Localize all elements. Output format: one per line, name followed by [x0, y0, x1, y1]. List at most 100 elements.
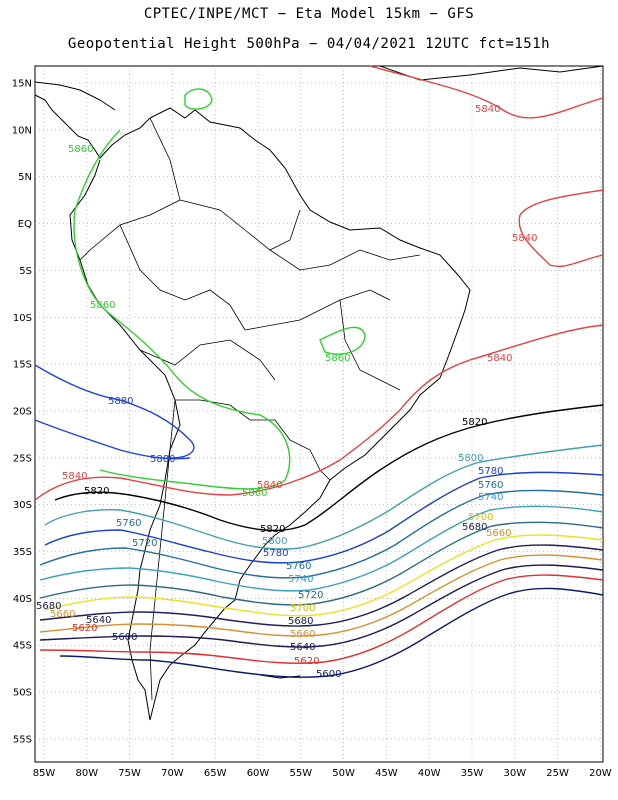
contour-label: 5640	[86, 615, 111, 626]
contour-label: 5680	[36, 601, 61, 612]
contour-label: 5840	[475, 104, 500, 115]
contour-5700	[44, 534, 604, 617]
contour-5660	[39, 554, 604, 637]
border-venezuela-brazil	[179, 199, 301, 251]
latitude-tick-label: 15N	[12, 79, 32, 90]
latitude-tick-label: 35S	[13, 547, 32, 558]
latitude-tick-label: 20S	[13, 406, 32, 417]
contour-label: 5880	[108, 396, 133, 407]
contour-5760	[39, 489, 604, 579]
contour-label: 5840	[62, 471, 87, 482]
contour-label: 5740	[288, 574, 313, 585]
axis-ticks: 15N 10N 5N EQ 5S 10S 15S 20S 25S 30S 35S 40S 45S 50S 5…	[12, 79, 612, 780]
latitude-tick-label: 30S	[13, 500, 32, 511]
contour-5860	[73, 129, 291, 490]
contour-label: 5840	[487, 353, 512, 364]
contour-label: 5880	[150, 454, 175, 465]
contour-label: 5660	[290, 629, 315, 640]
contour-5720	[39, 521, 604, 606]
contour-5860-small	[319, 326, 366, 355]
longitude-tick-label: 25W	[546, 768, 569, 779]
contour-label: 5680	[462, 522, 487, 533]
contour-5680	[39, 544, 604, 627]
contour-label: 5700	[290, 603, 315, 614]
longitude-tick-label: 80W	[75, 768, 98, 779]
contour-5600	[59, 587, 604, 678]
longitude-tick-label: 35W	[461, 768, 484, 779]
map-title-line1: CPTEC/INPE/MCT − Eta Model 15km − GFS	[143, 6, 475, 22]
longitude-tick-label: 20W	[589, 768, 612, 779]
contour-label: 5640	[290, 642, 315, 653]
border-uruguay	[289, 439, 331, 481]
contour-label: 5720	[298, 590, 323, 601]
contour-label: 5800	[458, 453, 483, 464]
latitude-tick-label: 25S	[13, 453, 32, 464]
longitude-tick-label: 85W	[33, 768, 56, 779]
latitude-tick-label: 10S	[13, 313, 32, 324]
contour-label: 5840	[512, 233, 537, 244]
contour-label: 5860	[90, 300, 115, 311]
latitude-tick-label: 5S	[19, 266, 32, 277]
contour-5880-b	[34, 419, 191, 460]
contour-5820	[54, 404, 604, 532]
latitude-tick-label: 15S	[13, 360, 32, 371]
longitude-tick-label: 60W	[247, 768, 270, 779]
contour-5840-main	[34, 324, 604, 501]
contour-label: 5600	[112, 632, 137, 643]
contour-5800	[44, 444, 604, 550]
contour-5840-north	[369, 65, 604, 119]
border-bolivia	[139, 339, 276, 381]
contour-label: 5820	[260, 524, 285, 535]
contour-label: 5600	[316, 669, 341, 680]
contour-label: 5860	[68, 144, 93, 155]
contour-label: 5700	[468, 512, 493, 523]
contour-label: 5660	[50, 609, 75, 620]
contour-5840-east	[518, 189, 604, 267]
contour-5640	[39, 564, 604, 648]
longitude-tick-label: 70W	[161, 768, 184, 779]
contour-label: 5760	[116, 518, 141, 529]
contour-5780	[44, 471, 604, 564]
border-paraguay-argentina	[175, 399, 291, 441]
contour-label: 5620	[294, 656, 319, 667]
longitude-tick-label: 30W	[503, 768, 526, 779]
contour-label: 5820	[84, 486, 109, 497]
contour-label: 5760	[286, 561, 311, 572]
border-chile-argentina	[149, 399, 176, 701]
longitude-tick-label: 50W	[332, 768, 355, 779]
latitude-tick-label: 40S	[13, 594, 32, 605]
longitude-tick-label: 45W	[375, 768, 398, 779]
longitude-tick-label: 40W	[418, 768, 441, 779]
map-title-line2: Geopotential Height 500hPa − 04/04/2021 …	[67, 36, 551, 52]
country-borders	[79, 117, 421, 701]
border-colombia	[79, 117, 181, 261]
contour-label: 5860	[325, 353, 350, 364]
graticule	[35, 66, 603, 762]
contour-label: 5780	[478, 466, 503, 477]
border-peru-brazil	[119, 224, 246, 331]
longitude-tick-label: 55W	[289, 768, 312, 779]
central-america-coast	[34, 81, 116, 111]
longitude-tick-label: 65W	[204, 768, 227, 779]
latitude-tick-label: 45S	[13, 641, 32, 652]
border-brazil-states-c	[339, 299, 401, 391]
contour-5620	[39, 574, 604, 664]
contour-label: 5860	[242, 488, 267, 499]
latitude-tick-label: 50S	[13, 688, 32, 699]
border-brazil-states-b	[269, 249, 421, 271]
contour-label: 5720	[132, 538, 157, 549]
contour-label: 5780	[263, 548, 288, 559]
contour-label: 5820	[462, 417, 487, 428]
longitude-tick-label: 75W	[118, 768, 141, 779]
contour-label: 5740	[478, 492, 503, 503]
contour-label: 5660	[486, 528, 511, 539]
contour-5860-caribbean	[184, 88, 213, 110]
contour-label: 5800	[262, 536, 287, 547]
contour-5740	[39, 505, 604, 592]
contour-label: 5760	[478, 480, 503, 491]
latitude-tick-label: 55S	[13, 734, 32, 745]
contour-label: 5840	[257, 480, 282, 491]
contour-lines	[34, 65, 604, 678]
contour-labels: 5840 5840 5840 5840 5840 5860 5860 5860 …	[36, 104, 537, 680]
